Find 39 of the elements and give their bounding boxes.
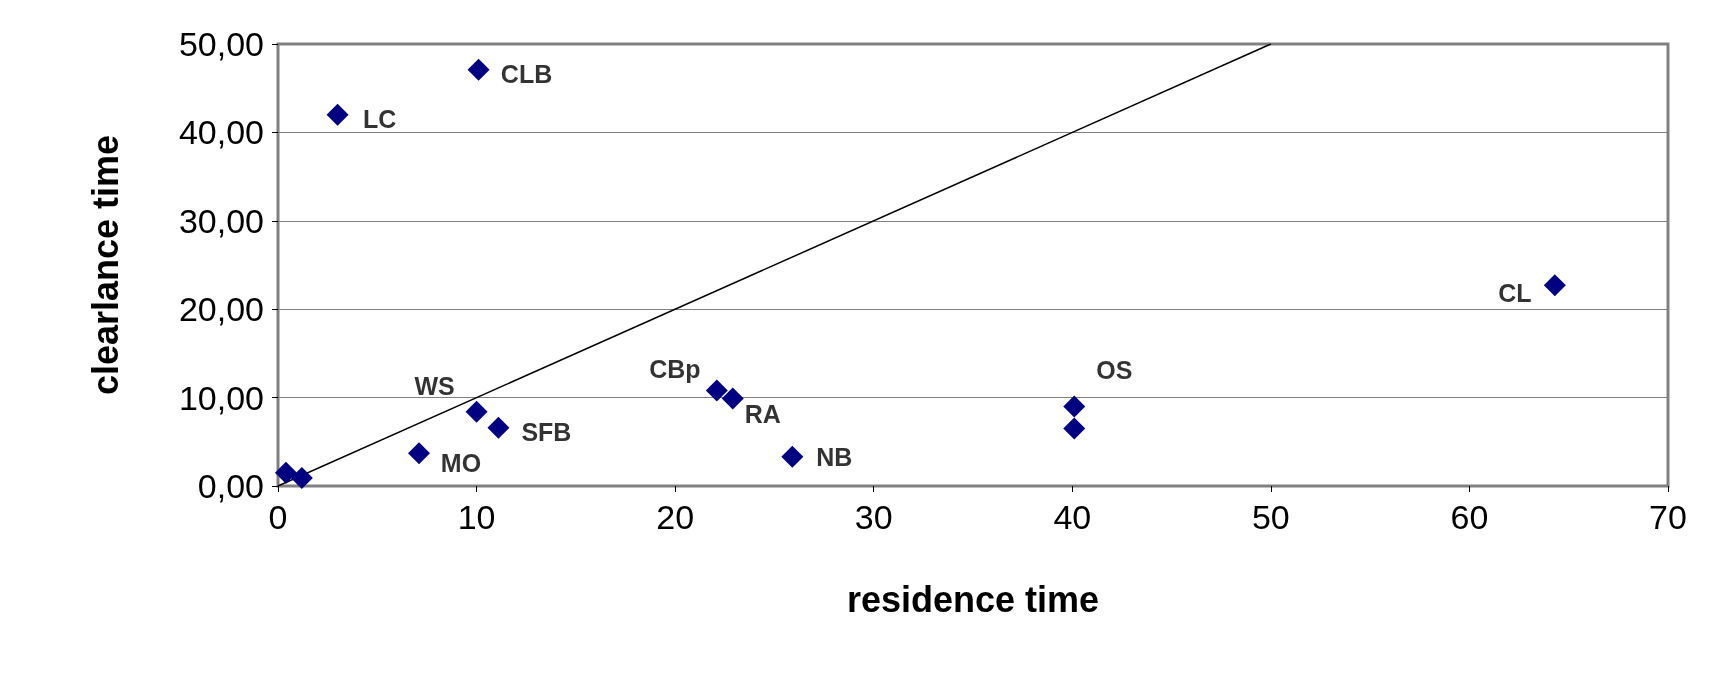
point — [1543, 274, 1566, 297]
point — [1063, 417, 1086, 440]
x-tick-label: 70 — [1649, 498, 1687, 536]
annotation: CBp — [649, 354, 701, 383]
y-tick-label: 40,00 — [178, 113, 264, 152]
x-tick-label: 0 — [268, 498, 288, 536]
point — [721, 387, 744, 410]
point — [465, 400, 488, 423]
annotation: CL — [1498, 279, 1532, 308]
point — [705, 379, 728, 402]
x-tick-label: 40 — [1053, 498, 1092, 536]
x-tick-label: 30 — [854, 498, 893, 536]
x-tick-label: 10 — [457, 498, 496, 536]
annotation: NB — [816, 442, 853, 471]
annotation: SFB — [521, 417, 572, 446]
annotation: WS — [414, 371, 455, 400]
x-tick-label: 20 — [656, 498, 695, 536]
point — [1063, 395, 1086, 418]
point — [407, 442, 430, 465]
point — [467, 58, 490, 81]
y-tick-label: 10,00 — [178, 378, 264, 417]
annotation: CLB — [500, 59, 553, 88]
annotation: OS — [1096, 356, 1133, 385]
y-tick-label: 20,00 — [178, 290, 264, 329]
annotation: MO — [440, 449, 482, 478]
annotation: LC — [362, 104, 397, 133]
y-tick-label: 30,00 — [178, 201, 264, 240]
annotation: RA — [744, 400, 781, 429]
x-axis-title: residence time — [846, 578, 1100, 620]
x-tick-label: 60 — [1450, 498, 1489, 536]
point — [290, 467, 313, 490]
y-axis-title: clearlance time — [84, 134, 126, 396]
point — [487, 416, 510, 439]
y-tick-label: 50,00 — [178, 25, 264, 63]
point — [274, 461, 297, 484]
y-tick-label: 0,00 — [197, 467, 264, 505]
point — [326, 103, 349, 126]
point — [781, 445, 804, 468]
x-tick-label: 50 — [1251, 498, 1290, 536]
